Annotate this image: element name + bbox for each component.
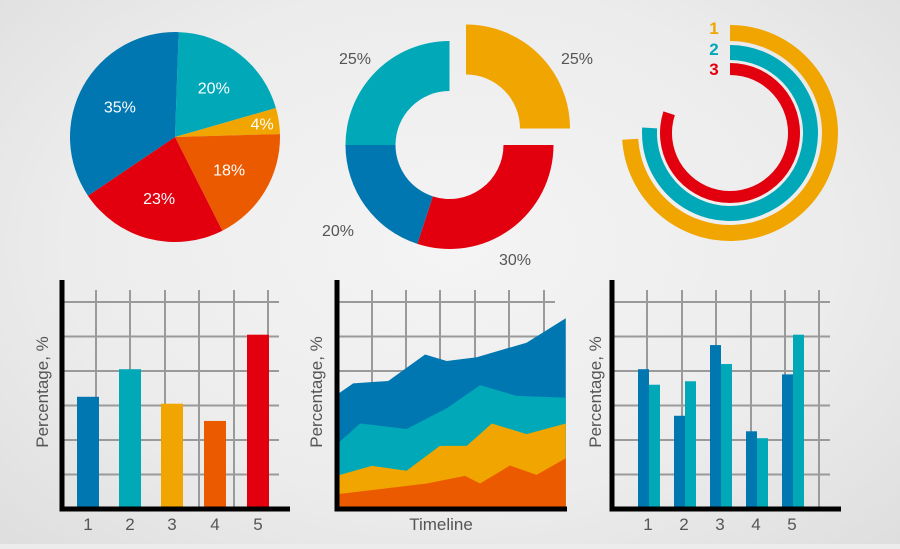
radial-bar-3 (660, 63, 800, 204)
bar (685, 381, 696, 509)
donut-segment-label: 25% (561, 51, 593, 68)
x-tick-label: 4 (751, 515, 760, 534)
y-axis-label: Percentage, % (33, 336, 52, 448)
x-tick-label: 4 (210, 515, 219, 534)
x-tick-label: 3 (715, 515, 724, 534)
bar (77, 396, 99, 509)
donut-segment (417, 145, 554, 249)
bar (721, 364, 732, 509)
donut-segment (466, 24, 570, 129)
donut-chart: 25% 30% 20% 25% (322, 24, 593, 269)
pie-slice (175, 32, 276, 137)
pie-slice-label: 35% (104, 99, 136, 116)
donut-segment (345, 145, 433, 244)
donut-segment-label: 20% (322, 223, 354, 240)
x-tick-label: 2 (679, 515, 688, 534)
x-tick-label: 5 (253, 515, 262, 534)
pie-slice-label: 18% (213, 162, 245, 179)
area-chart: Percentage, % Timeline (307, 280, 567, 534)
pie-slice (175, 108, 280, 137)
donut-segment-label: 30% (499, 252, 531, 269)
radial-label-1: 1 (709, 19, 718, 38)
bar (710, 345, 721, 509)
bar (119, 369, 141, 509)
x-tick-label: 1 (83, 515, 92, 534)
bar-chart: Percentage, % 1 2 3 4 5 (33, 280, 290, 534)
bar (247, 334, 269, 509)
x-axis-label: Timeline (409, 515, 473, 534)
radial-label-2: 2 (709, 40, 718, 59)
x-tick-label: 5 (787, 515, 796, 534)
grouped-bar-chart: Percentage, % 1 2 3 4 5 (586, 280, 841, 534)
bar (204, 420, 226, 509)
pie-slice-label: 4% (251, 117, 274, 134)
x-tick-label: 1 (643, 515, 652, 534)
radial-bar-chart: 1 2 3 (622, 19, 839, 241)
donut-segment-label: 25% (339, 51, 371, 68)
area-series-1 (337, 458, 566, 509)
bar (638, 369, 649, 509)
bar (674, 415, 685, 509)
x-tick-label: 3 (167, 515, 176, 534)
pie-slice-label: 20% (198, 80, 230, 97)
bar (746, 431, 757, 509)
y-axis-label: Percentage, % (307, 336, 326, 448)
y-axis-label: Percentage, % (586, 336, 605, 448)
bar (782, 374, 793, 509)
pie-slice (70, 32, 179, 196)
pie-slice (87, 137, 223, 242)
donut-segment (345, 41, 450, 145)
bar (757, 438, 768, 509)
bar (649, 384, 660, 509)
bar (161, 403, 183, 509)
x-tick-label: 2 (125, 515, 134, 534)
pie-slice (175, 134, 281, 231)
bar (793, 334, 804, 509)
pie-slice-label: 23% (143, 191, 175, 208)
radial-label-3: 3 (709, 60, 718, 79)
pie-chart: 20% 4% 18% 23% 35% (70, 32, 281, 242)
